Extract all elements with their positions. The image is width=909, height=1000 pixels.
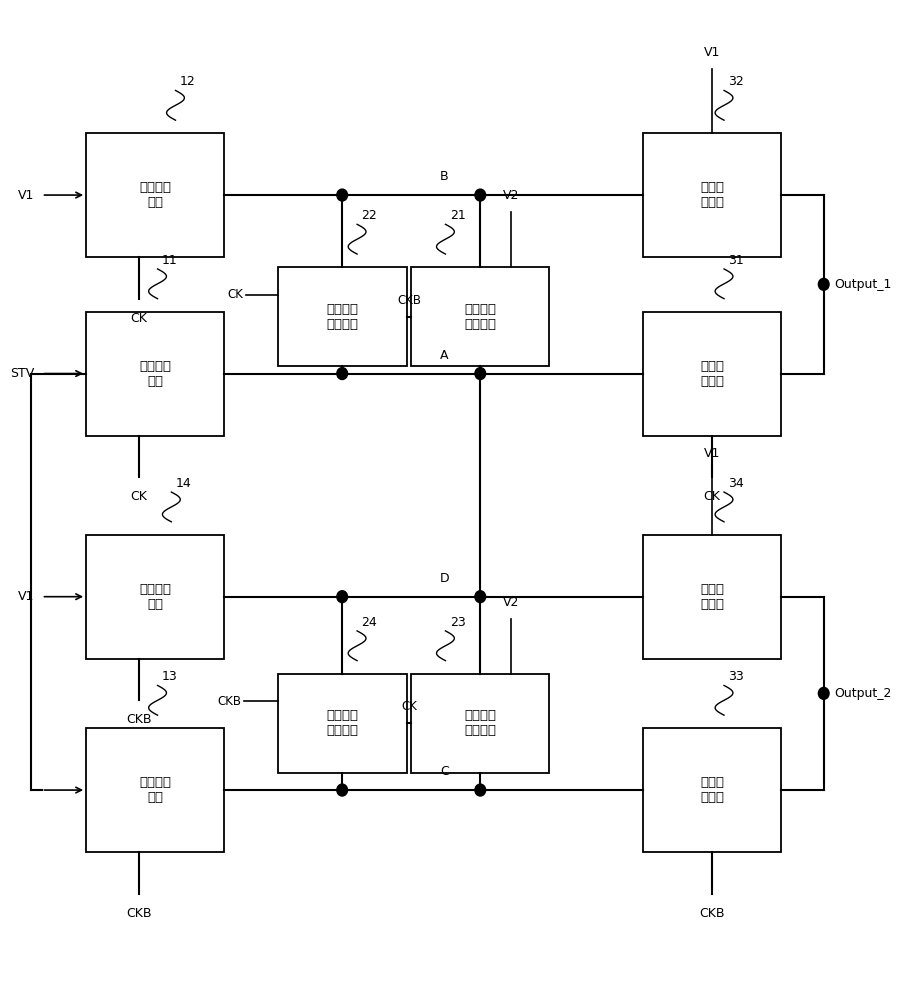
Text: V1: V1 — [704, 46, 720, 59]
Circle shape — [818, 687, 829, 699]
Text: 第二输入
模块: 第二输入 模块 — [139, 181, 171, 209]
Text: 第一输出
控制模块: 第一输出 控制模块 — [464, 303, 496, 331]
Text: 33: 33 — [728, 670, 744, 683]
Text: CK: CK — [704, 490, 720, 503]
Text: 第四输入
模块: 第四输入 模块 — [139, 583, 171, 611]
Text: STV: STV — [10, 367, 35, 380]
Circle shape — [337, 784, 347, 796]
Circle shape — [474, 368, 485, 380]
Text: CKB: CKB — [397, 294, 421, 307]
Bar — [86, 312, 225, 436]
Bar — [643, 312, 781, 436]
Text: 第一输入
模块: 第一输入 模块 — [139, 360, 171, 388]
Text: 第三输入
模块: 第三输入 模块 — [139, 776, 171, 804]
Text: CK: CK — [401, 700, 417, 713]
Circle shape — [337, 591, 347, 603]
Text: 34: 34 — [728, 477, 744, 490]
Bar — [86, 535, 225, 659]
Text: 第四输出
控制模块: 第四输出 控制模块 — [326, 709, 358, 737]
Circle shape — [474, 189, 485, 201]
Circle shape — [818, 278, 829, 290]
Text: Output_2: Output_2 — [834, 687, 892, 700]
Text: 31: 31 — [728, 254, 744, 267]
Text: 14: 14 — [175, 477, 192, 490]
Text: 24: 24 — [362, 616, 377, 629]
Text: V1: V1 — [18, 590, 35, 603]
Text: A: A — [440, 349, 448, 362]
Bar — [411, 674, 549, 773]
Text: CK: CK — [228, 288, 244, 301]
Circle shape — [474, 784, 485, 796]
Text: 第三输出
控制模块: 第三输出 控制模块 — [464, 709, 496, 737]
Bar — [277, 267, 407, 366]
Text: CKB: CKB — [699, 907, 724, 920]
Bar — [643, 535, 781, 659]
Text: 第三输
出模块: 第三输 出模块 — [700, 776, 724, 804]
Text: V2: V2 — [503, 596, 519, 609]
Text: Output_1: Output_1 — [834, 278, 892, 291]
Text: C: C — [440, 765, 448, 778]
Text: B: B — [440, 170, 448, 183]
Text: V2: V2 — [503, 189, 519, 202]
Text: 11: 11 — [162, 254, 178, 267]
Bar — [411, 267, 549, 366]
Text: D: D — [439, 572, 449, 585]
Bar — [277, 674, 407, 773]
Text: CKB: CKB — [217, 695, 241, 708]
Text: CK: CK — [130, 490, 147, 503]
Text: 第二输出
控制模块: 第二输出 控制模块 — [326, 303, 358, 331]
Text: V1: V1 — [704, 447, 720, 460]
Text: 第二输
出模块: 第二输 出模块 — [700, 181, 724, 209]
Text: 22: 22 — [362, 209, 377, 222]
Bar — [643, 728, 781, 852]
Text: 21: 21 — [450, 209, 465, 222]
Text: 13: 13 — [162, 670, 178, 683]
Text: V1: V1 — [18, 189, 35, 202]
Text: 23: 23 — [450, 616, 465, 629]
Text: CK: CK — [130, 312, 147, 325]
Text: 12: 12 — [180, 75, 195, 88]
Circle shape — [337, 368, 347, 380]
Text: 32: 32 — [728, 75, 744, 88]
Circle shape — [337, 189, 347, 201]
Bar — [643, 133, 781, 257]
Text: CKB: CKB — [125, 713, 151, 726]
Text: 第一输
出模块: 第一输 出模块 — [700, 360, 724, 388]
Text: 第四输
出模块: 第四输 出模块 — [700, 583, 724, 611]
Bar — [86, 133, 225, 257]
Bar — [86, 728, 225, 852]
Text: CKB: CKB — [125, 907, 151, 920]
Circle shape — [474, 591, 485, 603]
